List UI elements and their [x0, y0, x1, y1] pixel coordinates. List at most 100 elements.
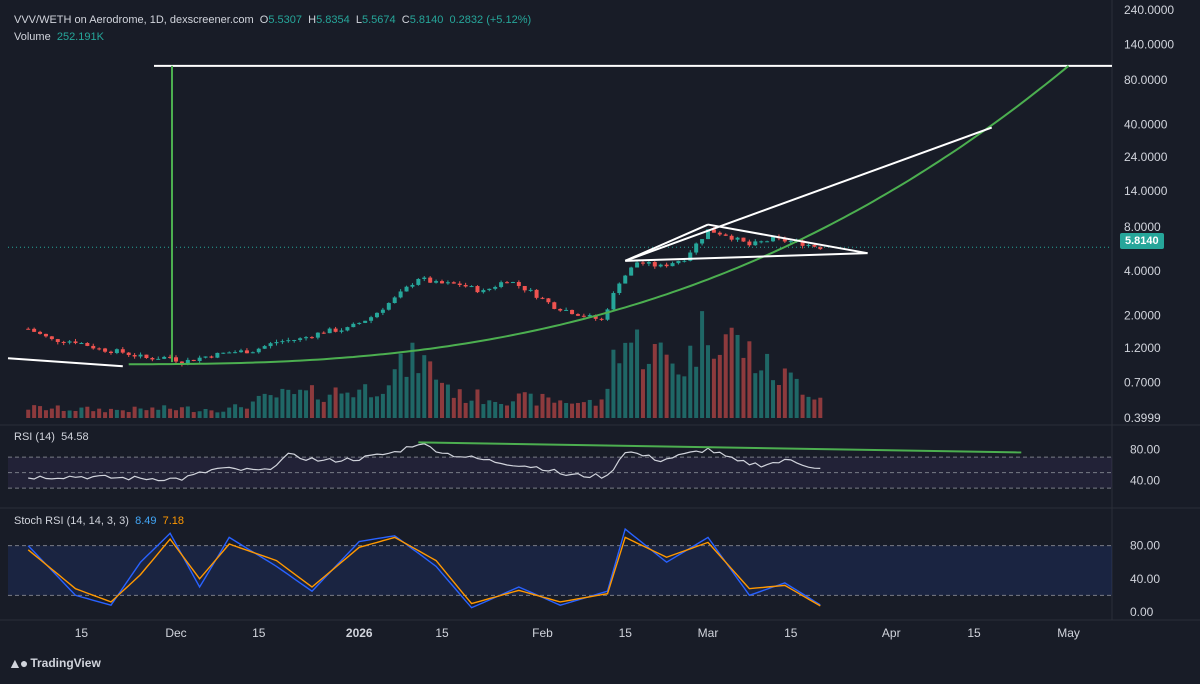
candle-body [629, 267, 634, 276]
candle-body [298, 338, 303, 341]
volume-bar [351, 397, 356, 418]
volume-bar [646, 363, 651, 418]
candle-body [351, 323, 356, 328]
candle-body [475, 286, 480, 293]
candle-body [658, 264, 663, 267]
price-tick-label: 0.3999 [1124, 411, 1161, 425]
candle-body [309, 337, 314, 339]
volume-bar [221, 411, 226, 418]
candle-body [55, 339, 60, 342]
volume-bar [239, 407, 244, 418]
candle-body [617, 283, 622, 294]
volume-bar [451, 397, 456, 418]
volume-bar [776, 384, 781, 418]
candle-body [256, 348, 261, 353]
candle-body [174, 357, 178, 362]
candle-body [735, 237, 740, 240]
candle-body [244, 350, 249, 354]
close-label: C [401, 14, 410, 26]
volume-bar [670, 363, 675, 418]
candle-body [747, 241, 752, 246]
candle-body [369, 317, 374, 321]
candle-body [380, 309, 385, 313]
volume-bar [587, 399, 592, 418]
volume-bar [43, 410, 48, 418]
candle-body [800, 240, 805, 246]
high-value: 5.8354 [316, 14, 350, 26]
volume-bar [174, 410, 178, 418]
volume-bar [505, 405, 510, 418]
candle-body [664, 264, 669, 267]
candle-body [434, 281, 439, 283]
high-label: H [308, 14, 317, 26]
triangle-line [624, 223, 709, 262]
rsi-label: RSI (14) [14, 431, 55, 443]
stoch-k-value: 8.49 [135, 515, 157, 527]
candle-body [357, 322, 362, 324]
candle-body [646, 262, 651, 264]
volume-value: 252.191K [56, 31, 104, 43]
candle-body [611, 293, 616, 310]
volume-bar [250, 401, 255, 418]
candle-body [239, 350, 244, 353]
candle-body [753, 241, 758, 246]
volume-bar [233, 404, 238, 418]
candle-body [374, 312, 379, 318]
volume-bar [144, 410, 149, 418]
candle-body [26, 328, 31, 330]
volume-bar [404, 376, 409, 418]
candle-body [670, 263, 675, 267]
open-value: 5.5307 [268, 14, 302, 26]
candle-body [61, 341, 66, 343]
candle-body [445, 282, 450, 284]
volume-bar [363, 384, 368, 418]
volume-bar [428, 361, 433, 418]
candle-body [138, 354, 143, 357]
volume-bar [386, 385, 391, 418]
volume-bar [611, 349, 616, 418]
volume-bar [309, 385, 314, 418]
volume-bar [61, 410, 66, 418]
candle-body [528, 289, 533, 291]
rsi-legend: RSI (14) 54.58 [14, 430, 89, 444]
volume-bar [73, 410, 78, 418]
volume-bar [765, 353, 770, 418]
time-tick-label: 15 [435, 626, 449, 640]
volume-bar [818, 397, 823, 418]
candle-body [706, 229, 710, 240]
time-tick-label: Apr [882, 626, 901, 640]
candle-body [552, 302, 557, 309]
brand-name: TradingView [30, 656, 101, 670]
candle-body [605, 309, 610, 320]
candle-body [73, 341, 78, 344]
candle-body [114, 349, 119, 354]
volume-bar [333, 387, 338, 418]
parabolic-curve [128, 65, 1070, 366]
volume-bar [782, 368, 787, 418]
candle-body [635, 262, 640, 268]
volume-bar [581, 402, 586, 418]
volume-bar [227, 407, 232, 418]
candle-body [558, 308, 563, 311]
candle-body [209, 356, 214, 358]
volume-bar [103, 412, 108, 418]
volume-bar [528, 393, 533, 418]
volume-bar [410, 342, 415, 418]
volume-bar [315, 399, 320, 418]
candle-body [505, 282, 510, 284]
volume-bar [540, 393, 545, 418]
volume-bar [717, 354, 722, 418]
candle-body [676, 260, 681, 264]
volume-bar [179, 407, 184, 418]
candle-body [345, 327, 350, 331]
volume-bar [605, 388, 610, 418]
volume-bar [688, 345, 693, 418]
volume-bar [445, 384, 450, 418]
volume-bar [457, 389, 462, 418]
candle-body [132, 355, 137, 357]
stoch-legend: Stoch RSI (14, 14, 3, 3) 8.49 7.18 [14, 514, 184, 528]
time-tick-label: 15 [75, 626, 89, 640]
candle-body [108, 351, 113, 354]
